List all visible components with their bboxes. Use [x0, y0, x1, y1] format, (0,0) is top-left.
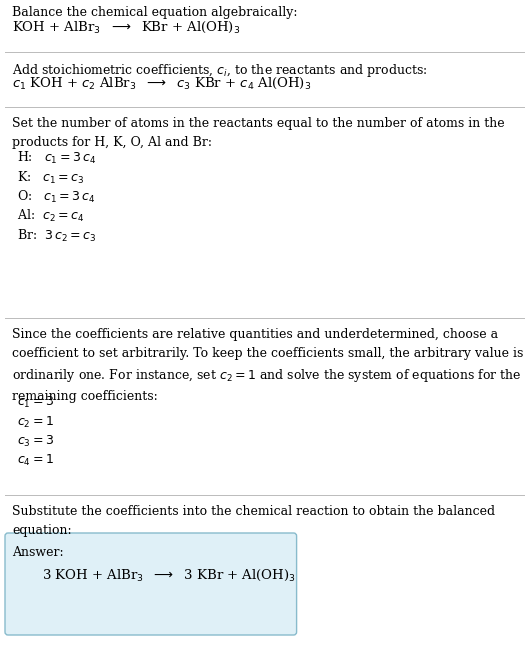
- Text: Balance the chemical equation algebraically:: Balance the chemical equation algebraica…: [12, 6, 297, 19]
- FancyBboxPatch shape: [5, 533, 297, 635]
- Text: Since the coefficients are relative quantities and underdetermined, choose a
coe: Since the coefficients are relative quan…: [12, 328, 523, 403]
- Text: Answer:: Answer:: [12, 546, 63, 559]
- Text: Set the number of atoms in the reactants equal to the number of atoms in the
pro: Set the number of atoms in the reactants…: [12, 117, 505, 149]
- Text: H:   $c_1 = 3\,c_4$: H: $c_1 = 3\,c_4$: [17, 150, 96, 166]
- Text: $c_1 = 3$: $c_1 = 3$: [17, 395, 54, 410]
- Text: Add stoichiometric coefficients, $c_i$, to the reactants and products:: Add stoichiometric coefficients, $c_i$, …: [12, 62, 427, 79]
- Text: $c_4 = 1$: $c_4 = 1$: [17, 454, 54, 468]
- Text: $c_3 = 3$: $c_3 = 3$: [17, 434, 54, 449]
- Text: $c_2 = 1$: $c_2 = 1$: [17, 415, 54, 430]
- Text: Al:  $c_2 = c_4$: Al: $c_2 = c_4$: [17, 208, 84, 225]
- Text: Br:  $3\,c_2 = c_3$: Br: $3\,c_2 = c_3$: [17, 228, 96, 244]
- Text: O:   $c_1 = 3\,c_4$: O: $c_1 = 3\,c_4$: [17, 189, 95, 205]
- Text: K:   $c_1 = c_3$: K: $c_1 = c_3$: [17, 170, 84, 186]
- Text: $c_1$ KOH + $c_2$ AlBr$_3$  $\longrightarrow$  $c_3$ KBr + $c_4$ Al(OH)$_3$: $c_1$ KOH + $c_2$ AlBr$_3$ $\longrightar…: [12, 76, 312, 91]
- Text: 3 KOH + AlBr$_3$  $\longrightarrow$  3 KBr + Al(OH)$_3$: 3 KOH + AlBr$_3$ $\longrightarrow$ 3 KBr…: [42, 568, 296, 583]
- Text: Substitute the coefficients into the chemical reaction to obtain the balanced
eq: Substitute the coefficients into the che…: [12, 505, 495, 537]
- Text: KOH + AlBr$_3$  $\longrightarrow$  KBr + Al(OH)$_3$: KOH + AlBr$_3$ $\longrightarrow$ KBr + A…: [12, 20, 240, 35]
